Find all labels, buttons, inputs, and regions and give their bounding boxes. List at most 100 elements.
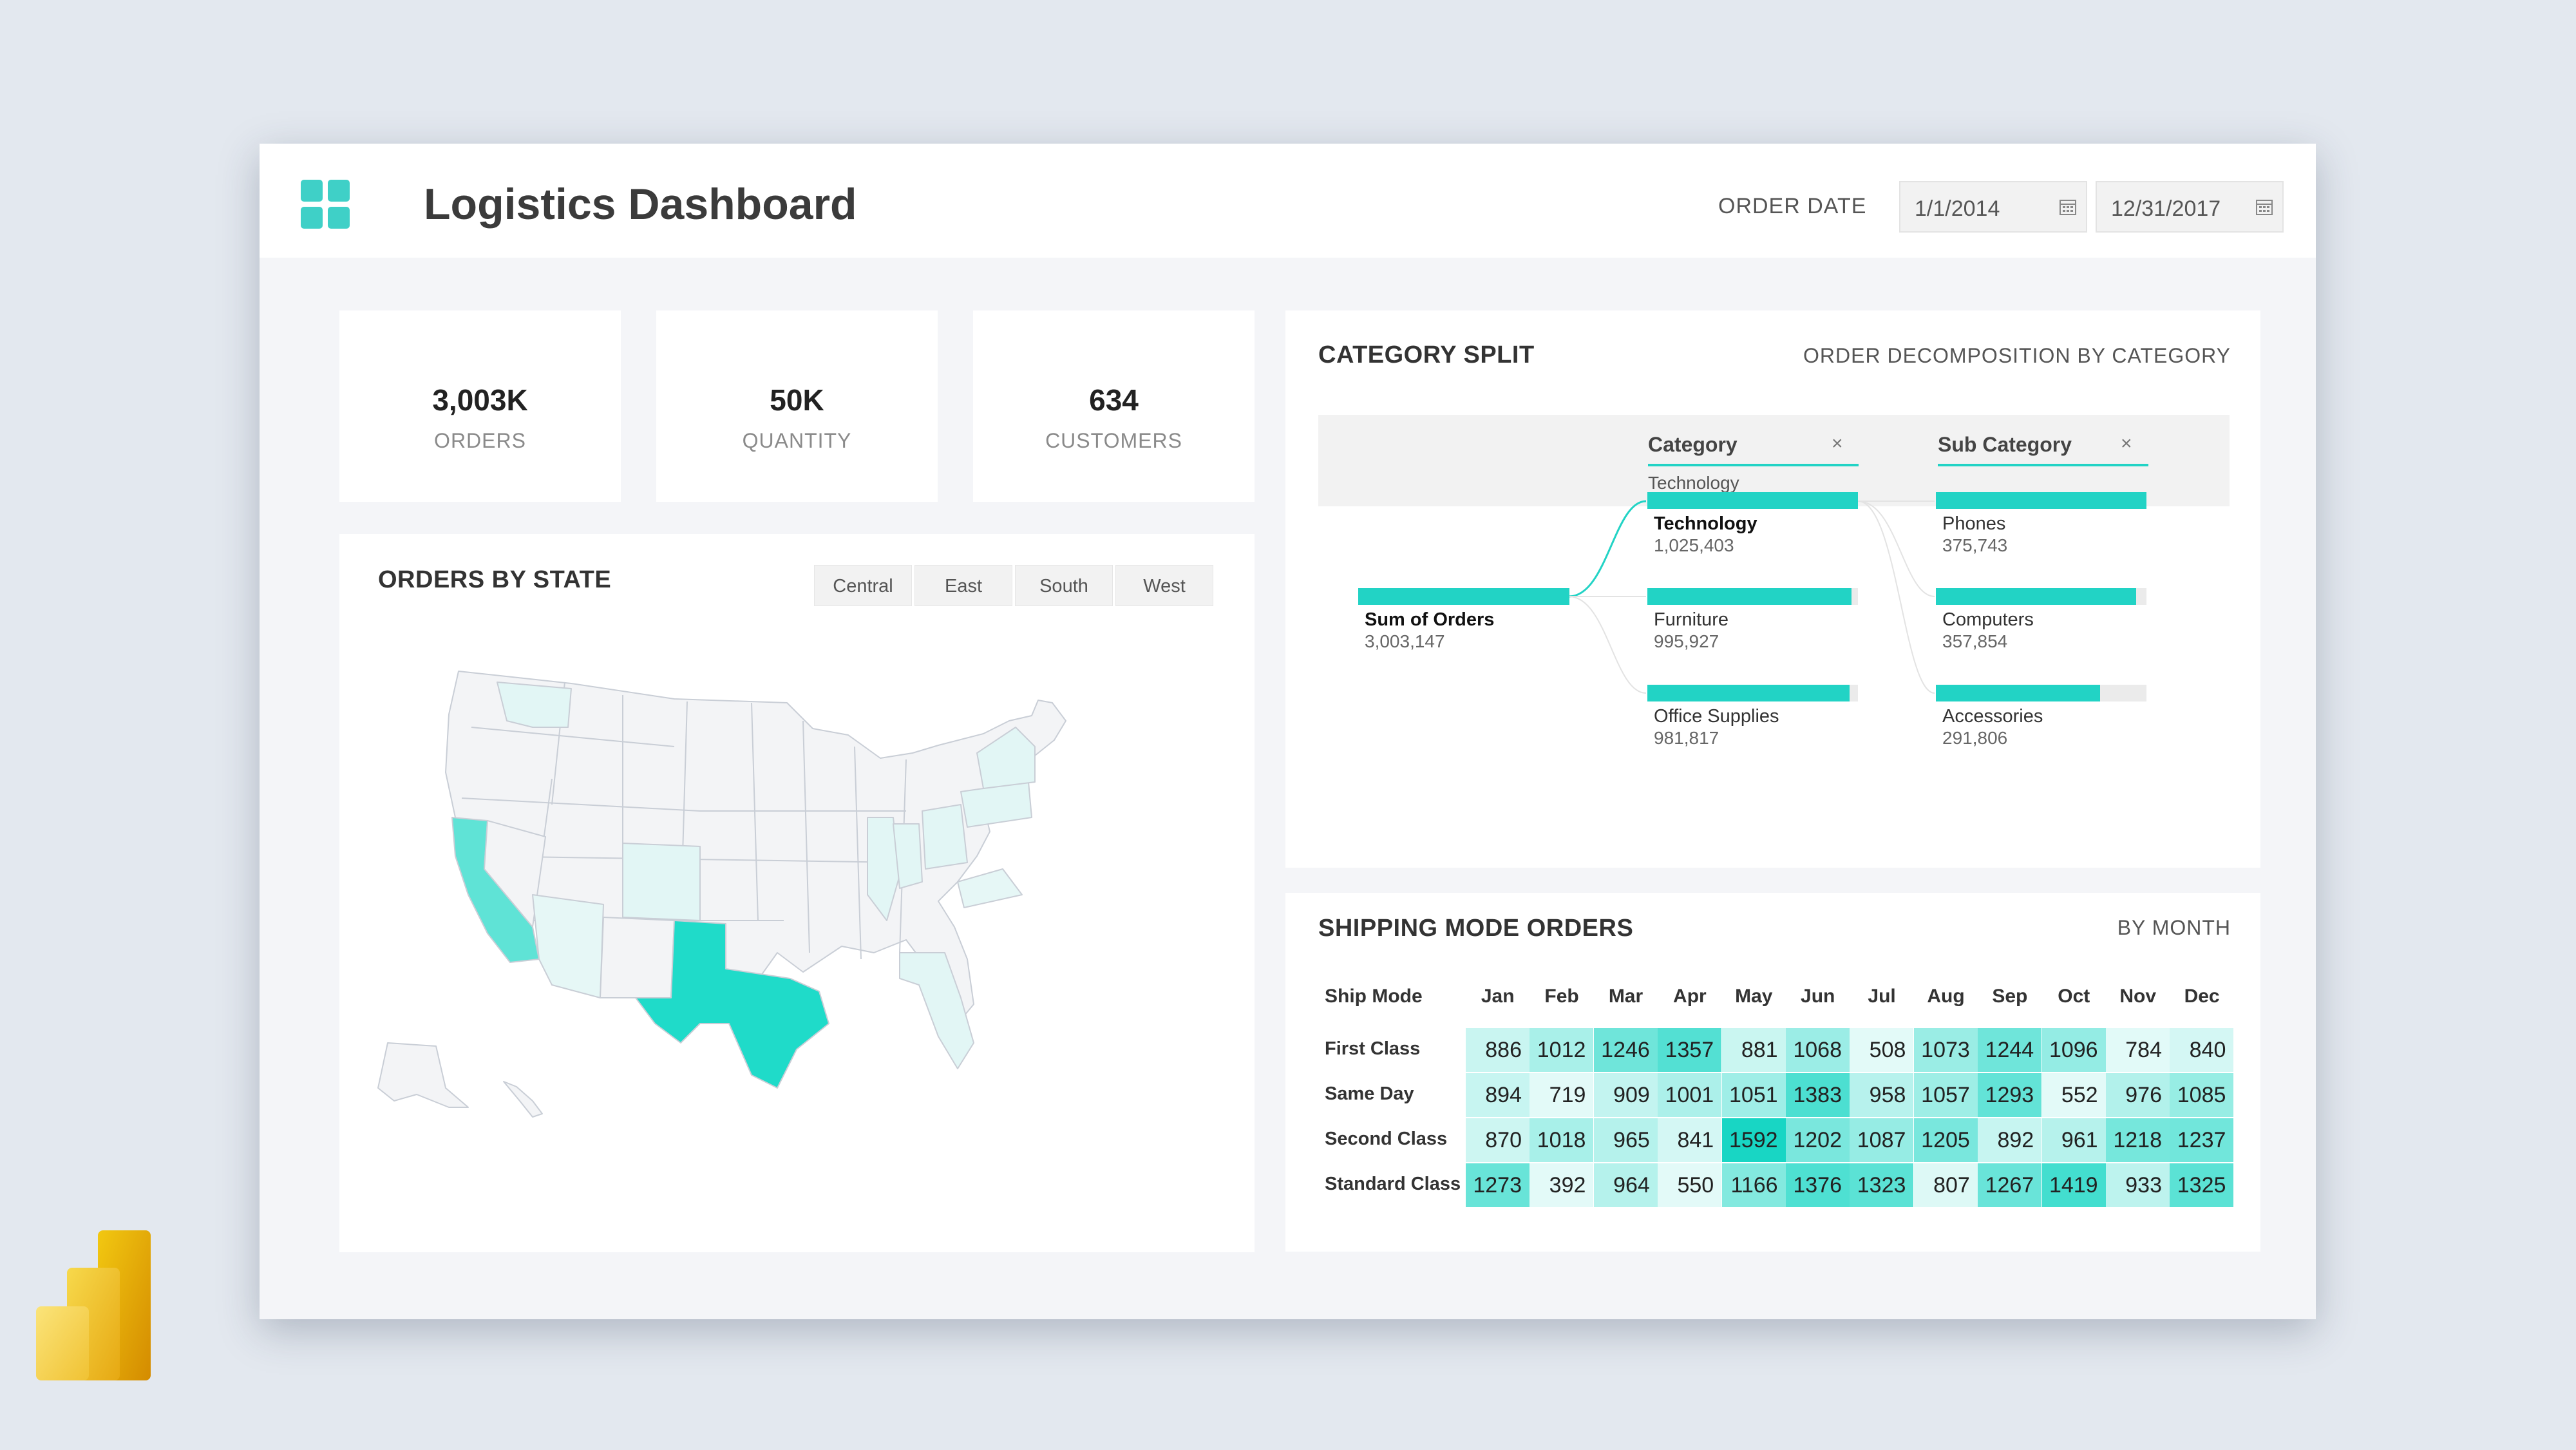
matrix-cell[interactable]: 1012 xyxy=(1530,1028,1594,1072)
matrix-month-header: Apr xyxy=(1673,986,1707,1007)
matrix-cell[interactable]: 807 xyxy=(1913,1163,1978,1207)
matrix-cell[interactable]: 1218 xyxy=(2106,1118,2170,1162)
matrix-cell[interactable]: 870 xyxy=(1466,1118,1530,1162)
matrix-cell[interactable]: 1323 xyxy=(1850,1163,1914,1207)
matrix-cell[interactable]: 552 xyxy=(2041,1073,2106,1117)
matrix-month-header: Aug xyxy=(1927,986,1965,1007)
matrix-cell[interactable]: 1073 xyxy=(1913,1028,1978,1072)
matrix-cell[interactable]: 1325 xyxy=(2170,1163,2234,1207)
matrix-cell[interactable]: 1051 xyxy=(1721,1073,1786,1117)
calendar-icon[interactable] xyxy=(2255,198,2273,216)
matrix-cell[interactable]: 1293 xyxy=(1978,1073,2042,1117)
kpi-label: QUANTITY xyxy=(742,429,852,452)
category-node-label: Office Supplies xyxy=(1654,706,1779,727)
matrix-cell[interactable]: 1096 xyxy=(2041,1028,2106,1072)
matrix-row-label: First Class xyxy=(1325,1038,1421,1059)
category-node-bar[interactable] xyxy=(1647,685,1858,701)
us-state-map[interactable] xyxy=(339,534,1255,1252)
matrix-cell[interactable]: 1273 xyxy=(1466,1163,1530,1207)
matrix-cell[interactable]: 1237 xyxy=(2170,1118,2234,1162)
subcategory-node-label: Phones xyxy=(1942,513,2006,534)
matrix-cell[interactable]: 1376 xyxy=(1786,1163,1850,1207)
region-button-west[interactable]: West xyxy=(1115,565,1213,606)
shipping-mode-card: SHIPPING MODE ORDERS BY MONTH Ship Mode … xyxy=(1285,893,2260,1252)
subcategory-node-bar[interactable] xyxy=(1936,492,2146,509)
kpi-card-customers: 634 CUSTOMERS xyxy=(973,310,1255,502)
subcategory-node-fill xyxy=(1936,588,2136,605)
matrix-cell[interactable]: 1244 xyxy=(1978,1028,2042,1072)
region-button-east[interactable]: East xyxy=(914,565,1012,606)
subcategory-node-fill xyxy=(1936,492,2146,509)
root-node-bar[interactable] xyxy=(1358,588,1569,605)
order-date-label: ORDER DATE xyxy=(1718,194,1867,218)
kpi-value: 3,003K xyxy=(432,383,528,417)
orders-by-state-card: ORDERS BY STATE Central East South West xyxy=(339,534,1255,1252)
state-florida xyxy=(899,952,974,1069)
level-underline xyxy=(1648,464,1859,466)
matrix-cell[interactable]: 392 xyxy=(1530,1163,1594,1207)
matrix-cell[interactable]: 719 xyxy=(1530,1073,1594,1117)
matrix-cell[interactable]: 1267 xyxy=(1978,1163,2042,1207)
matrix-cell[interactable]: 964 xyxy=(1593,1163,1658,1207)
matrix-cell[interactable]: 1068 xyxy=(1786,1028,1850,1072)
state-alaska xyxy=(377,1042,469,1108)
category-node-bar[interactable] xyxy=(1647,492,1858,509)
matrix-cell[interactable]: 886 xyxy=(1466,1028,1530,1072)
matrix-month-header: Nov xyxy=(2119,986,2157,1007)
subcategory-node-value: 357,854 xyxy=(1942,631,2008,651)
matrix-cell[interactable]: 1246 xyxy=(1593,1028,1658,1072)
matrix-cell[interactable]: 1205 xyxy=(1913,1118,1978,1162)
calendar-icon[interactable] xyxy=(2059,198,2077,216)
decomposition-header: Category × Technology Sub Category × xyxy=(1318,415,2230,506)
matrix-cell[interactable]: 1357 xyxy=(1658,1028,1722,1072)
subcategory-node-bar[interactable] xyxy=(1936,685,2146,701)
matrix-cell[interactable]: 958 xyxy=(1850,1073,1914,1117)
state-indiana xyxy=(893,823,923,889)
remove-level-category-icon[interactable]: × xyxy=(1832,433,1843,454)
matrix-cell[interactable]: 1419 xyxy=(2041,1163,2106,1207)
matrix-month-header: May xyxy=(1735,986,1773,1007)
matrix-cell[interactable]: 892 xyxy=(1978,1118,2042,1162)
matrix-cell[interactable]: 1592 xyxy=(1721,1118,1786,1162)
matrix-cell[interactable]: 550 xyxy=(1658,1163,1722,1207)
matrix-cell[interactable]: 1087 xyxy=(1850,1118,1914,1162)
date-from-input[interactable]: 1/1/2014 xyxy=(1899,181,2087,233)
matrix-cell[interactable]: 881 xyxy=(1721,1028,1786,1072)
matrix-cell[interactable]: 840 xyxy=(2170,1028,2234,1072)
state-hawaii xyxy=(503,1081,543,1118)
date-to-value: 12/31/2017 xyxy=(2111,196,2221,221)
matrix-month-header: Sep xyxy=(1992,986,2028,1007)
matrix-cell[interactable]: 1166 xyxy=(1721,1163,1786,1207)
date-to-input[interactable]: 12/31/2017 xyxy=(2096,181,2284,233)
matrix-cell[interactable]: 1202 xyxy=(1786,1118,1850,1162)
matrix-cell[interactable]: 784 xyxy=(2106,1028,2170,1072)
category-split-title: CATEGORY SPLIT xyxy=(1318,341,1535,368)
matrix-cell[interactable]: 1085 xyxy=(2170,1073,2234,1117)
matrix-cell[interactable]: 976 xyxy=(2106,1073,2170,1117)
level-title-subcategory: Sub Category xyxy=(1938,433,2072,456)
level-underline xyxy=(1938,464,2148,466)
kpi-label: CUSTOMERS xyxy=(1045,429,1182,452)
matrix-cell[interactable]: 961 xyxy=(2041,1118,2106,1162)
matrix-cell[interactable]: 508 xyxy=(1850,1028,1914,1072)
matrix-cell[interactable]: 1001 xyxy=(1658,1073,1722,1117)
matrix-cell[interactable]: 1383 xyxy=(1786,1073,1850,1117)
state-nevada xyxy=(484,820,546,928)
root-node-value: 3,003,147 xyxy=(1365,631,1445,651)
kpi-card-quantity: 50K QUANTITY xyxy=(656,310,938,502)
matrix-cell[interactable]: 965 xyxy=(1593,1118,1658,1162)
matrix-cell[interactable]: 1018 xyxy=(1530,1118,1594,1162)
matrix-cell[interactable]: 933 xyxy=(2106,1163,2170,1207)
subcategory-node-bar[interactable] xyxy=(1936,588,2146,605)
region-button-south[interactable]: South xyxy=(1015,565,1113,606)
state-new-mexico xyxy=(600,917,675,998)
category-node-value: 1,025,403 xyxy=(1654,535,1734,555)
region-button-central[interactable]: Central xyxy=(814,565,912,606)
category-node-bar[interactable] xyxy=(1647,588,1858,605)
matrix-cell[interactable]: 1057 xyxy=(1913,1073,1978,1117)
state-texas xyxy=(635,920,829,1089)
matrix-cell[interactable]: 894 xyxy=(1466,1073,1530,1117)
matrix-cell[interactable]: 841 xyxy=(1658,1118,1722,1162)
matrix-cell[interactable]: 909 xyxy=(1593,1073,1658,1117)
remove-level-subcategory-icon[interactable]: × xyxy=(2121,433,2132,454)
